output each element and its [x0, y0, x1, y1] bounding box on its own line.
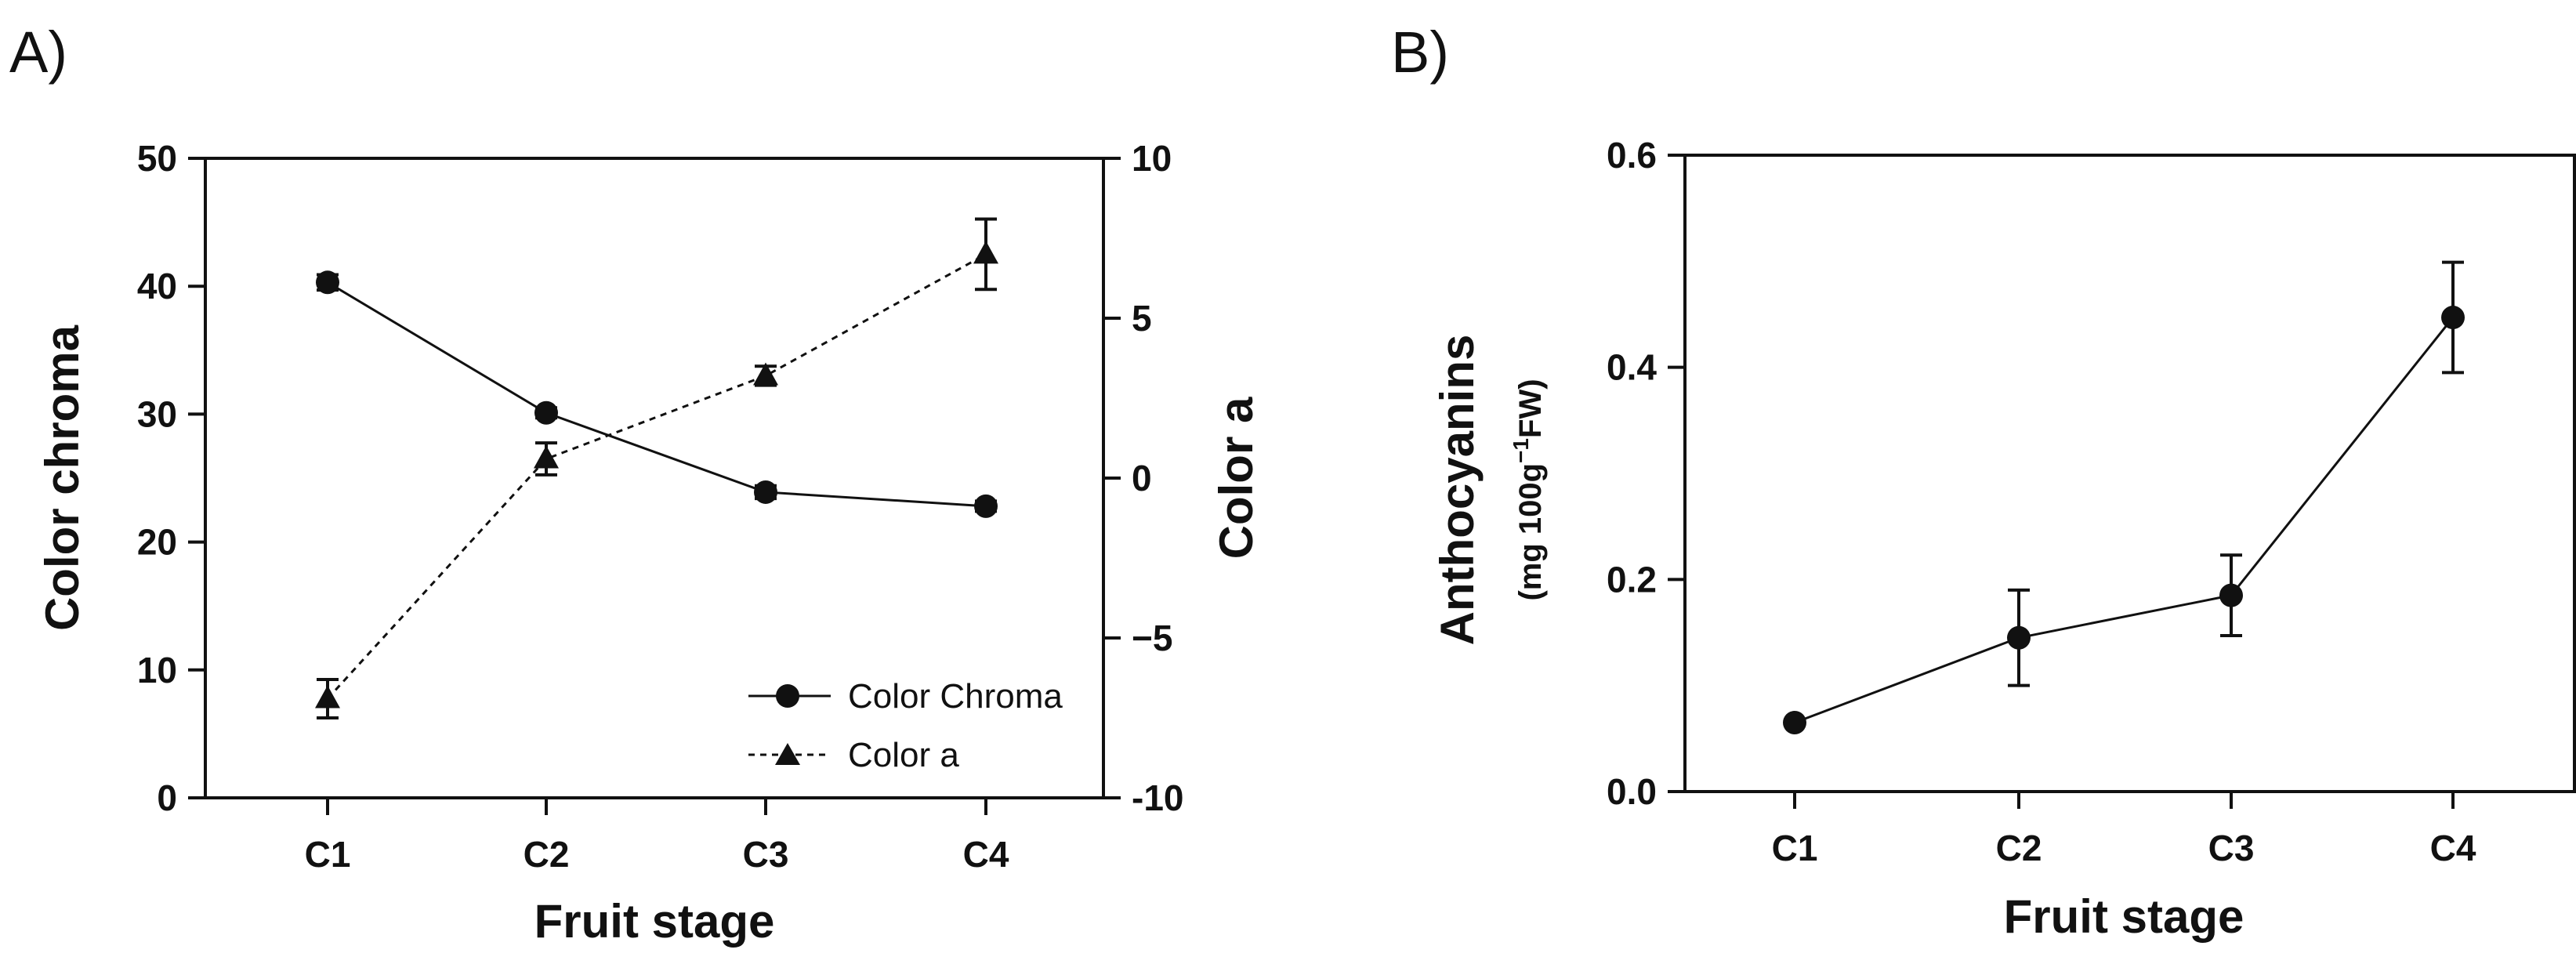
series-line-color-chroma: [327, 281, 987, 508]
left-tick-label: 40: [137, 266, 177, 306]
legend-item-color-chroma: Color Chroma: [748, 677, 1063, 716]
panel-a-label: A): [9, 20, 67, 85]
panel-a-y2label: Color a: [1210, 397, 1263, 559]
y-tick-label: 0.6: [1607, 135, 1657, 176]
data-point-color-a: [973, 241, 998, 264]
data-point-color-chroma: [534, 400, 558, 425]
panel-a-x-ticks: C1 C2 C3 C4: [305, 798, 1009, 875]
x-tick-label: C1: [305, 834, 351, 875]
x-tick-label: C2: [1996, 828, 2042, 868]
left-tick-label: 0: [157, 777, 177, 818]
data-point-color-chroma: [974, 494, 998, 518]
units-prefix: (mg 100g: [1513, 463, 1548, 601]
right-tick-label: −5: [1132, 618, 1172, 658]
panel-a-xlabel: Fruit stage: [534, 895, 775, 948]
legend-marker-circle: [776, 684, 799, 708]
data-point-color-a: [534, 445, 559, 469]
panel-a-series: [315, 217, 998, 719]
data-point-color-chroma: [316, 270, 339, 295]
left-tick-label: 10: [137, 650, 177, 690]
data-point-color-chroma: [754, 480, 777, 504]
right-tick-label: 10: [1132, 138, 1172, 179]
y-tick-label: 0.0: [1607, 771, 1657, 812]
panel-b-series: [1783, 260, 2465, 735]
left-tick-label: 20: [137, 522, 177, 563]
legend-item-color-a: Color a: [748, 736, 959, 774]
data-point-color-a: [315, 685, 340, 709]
x-tick-label: C3: [743, 834, 789, 875]
left-tick-label: 50: [137, 138, 177, 179]
panel-b-ylabel-units: (mg 100g−1FW): [1509, 379, 1548, 600]
legend-marker-triangle: [775, 743, 800, 765]
right-tick-label: 0: [1132, 458, 1152, 498]
data-point-anthocyanins: [2441, 306, 2465, 330]
panel-b-x-ticks: C1 C2 C3 C4: [1772, 792, 2476, 868]
right-tick-label: 5: [1132, 298, 1152, 339]
series-line-anthocyanins: [1794, 317, 2455, 724]
panel-a-ylabel: Color chroma: [36, 324, 89, 631]
y-tick-label: 0.4: [1607, 347, 1657, 388]
panel-b-xlabel: Fruit stage: [2004, 890, 2244, 943]
data-point-anthocyanins: [2007, 625, 2031, 650]
legend-label-color-a: Color a: [848, 736, 959, 774]
legend-label-color-chroma: Color Chroma: [848, 677, 1063, 716]
right-tick-label: -10: [1132, 777, 1183, 818]
x-tick-label: C2: [524, 834, 570, 875]
panel-a-left-ticks: 0 10 20 30 40 50: [137, 138, 205, 818]
panel-b-label: B): [1391, 20, 1449, 85]
units-suffix: FW): [1513, 379, 1548, 438]
data-point-anthocyanins: [1783, 711, 1806, 735]
data-point-color-a: [753, 362, 778, 386]
units-superscript: −1: [1509, 438, 1533, 463]
x-tick-label: C4: [2430, 828, 2476, 868]
data-point-anthocyanins: [2219, 583, 2243, 607]
panel-b-ylabel: Anthocyanins: [1431, 335, 1484, 646]
panel-a-legend: Color Chroma Color a: [748, 677, 1063, 774]
panel-a-right-ticks: -10 −5 0 5 10: [1103, 138, 1183, 818]
panel-b-plot-frame: [1683, 154, 2576, 793]
x-tick-label: C3: [2208, 828, 2255, 868]
left-tick-label: 30: [137, 393, 177, 434]
series-line-color-a: [326, 253, 987, 700]
x-tick-label: C1: [1772, 828, 1818, 868]
panel-a: A) 0 10 20 30 40 50 -10 −5 0 5 10 C1 C2 C3 C4 Color …: [9, 20, 1263, 948]
panel-b: B) 0.0 0.2 0.4 0.6 C1 C2 C3 C4 Anthocyanins (m…: [1391, 20, 2576, 943]
panel-b-y-ticks: 0.0 0.2 0.4 0.6: [1607, 135, 1685, 812]
y-tick-label: 0.2: [1607, 559, 1657, 600]
x-tick-label: C4: [963, 834, 1009, 875]
